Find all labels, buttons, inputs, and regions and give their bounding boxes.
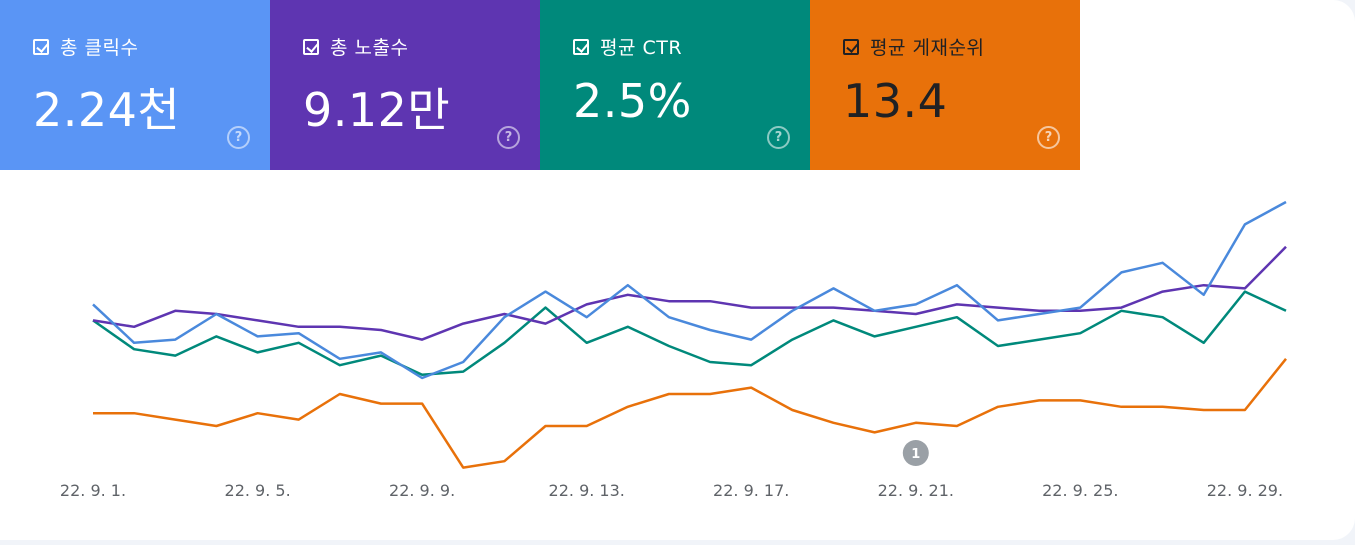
series-clicks — [92, 200, 1287, 380]
series-ctr — [92, 290, 1287, 377]
metric-tile-impressions[interactable]: 총 노출수 9.12만 ? — [270, 0, 540, 170]
metric-tiles: 총 클릭수 2.24천 ? 총 노출수 9.12만 ? 평균 CTR 2.5% … — [0, 0, 1080, 170]
metric-value: 2.5% — [573, 74, 692, 128]
checkbox-checked-icon[interactable] — [303, 38, 319, 55]
checkbox-checked-icon[interactable] — [843, 38, 859, 55]
metric-label: 평균 CTR — [600, 37, 683, 59]
annotation-marker[interactable] — [902, 440, 929, 466]
metric-header: 평균 CTR — [573, 33, 682, 60]
metric-value: 13.4 — [843, 74, 948, 128]
metric-tile-clicks[interactable]: 총 클릭수 2.24천 ? — [0, 0, 270, 170]
x-tick-label: 22. 9. 1. — [60, 481, 126, 500]
x-tick-label: 22. 9. 21. — [878, 481, 954, 500]
help-icon[interactable]: ? — [767, 126, 790, 149]
series-line-impressions — [92, 245, 1287, 341]
metric-tile-position[interactable]: 평균 게재순위 13.4 ? — [810, 0, 1080, 170]
x-tick-label: 22. 9. 29. — [1207, 481, 1283, 500]
metric-label: 총 클릭수 — [60, 37, 139, 59]
series-layer — [92, 200, 1287, 469]
help-icon[interactable]: ? — [497, 126, 520, 149]
metric-value: 9.12만 — [303, 83, 451, 137]
metric-tile-ctr[interactable]: 평균 CTR 2.5% ? — [540, 0, 810, 170]
checkbox-checked-icon[interactable] — [33, 38, 49, 55]
x-axis: 22. 9. 1. 22. 9. 5. 22. 9. 9. 22. 9. 13. 22.… — [60, 481, 1283, 500]
x-tick-label: 22. 9. 17. — [713, 481, 789, 500]
annotation-label: 1 — [911, 447, 920, 462]
x-tick-label: 22. 9. 5. — [225, 481, 291, 500]
help-icon[interactable]: ? — [227, 126, 250, 149]
x-tick-label: 22. 9. 13. — [549, 481, 625, 500]
metric-value: 2.24천 — [33, 83, 181, 137]
x-tick-label: 22. 9. 25. — [1042, 481, 1118, 500]
metric-label: 평균 게재순위 — [870, 37, 985, 59]
help-icon[interactable]: ? — [1037, 126, 1060, 149]
series-impressions — [92, 245, 1287, 341]
series-line-clicks — [92, 200, 1287, 380]
series-position — [93, 358, 1287, 469]
x-tick-label: 22. 9. 9. — [389, 481, 455, 500]
series-line-position — [93, 358, 1287, 469]
metric-header: 평균 게재순위 — [843, 33, 984, 60]
series-line-ctr — [92, 290, 1287, 377]
annotation-layer: 1 — [902, 440, 929, 466]
performance-line-chart[interactable]: 1 22. 9. 1. 22. 9. 5. 22. 9. 9. 22. 9. 13. 2… — [0, 170, 1355, 540]
checkbox-checked-icon[interactable] — [573, 38, 589, 55]
metric-header: 총 클릭수 — [33, 33, 138, 60]
metric-header: 총 노출수 — [303, 33, 408, 60]
metric-label: 총 노출수 — [330, 37, 409, 59]
